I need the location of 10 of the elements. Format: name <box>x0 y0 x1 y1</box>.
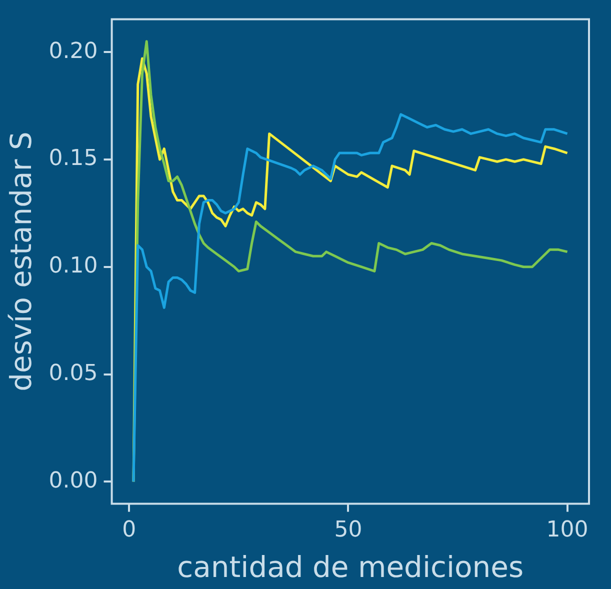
x-tick-label: 100 <box>546 518 588 543</box>
y-tick-label: 0.20 <box>48 38 98 64</box>
y-tick-label: 0.10 <box>48 254 98 279</box>
y-tick-label: 0.15 <box>48 146 98 172</box>
x-axis-title: cantidad de mediciones <box>177 550 524 584</box>
y-axis-title: desvío estandar S <box>4 132 38 392</box>
x-tick-label: 50 <box>334 518 362 543</box>
y-tick-label: 0.05 <box>48 360 98 386</box>
x-tick-label: 0 <box>122 518 136 543</box>
y-tick-label: 0.00 <box>48 468 98 494</box>
